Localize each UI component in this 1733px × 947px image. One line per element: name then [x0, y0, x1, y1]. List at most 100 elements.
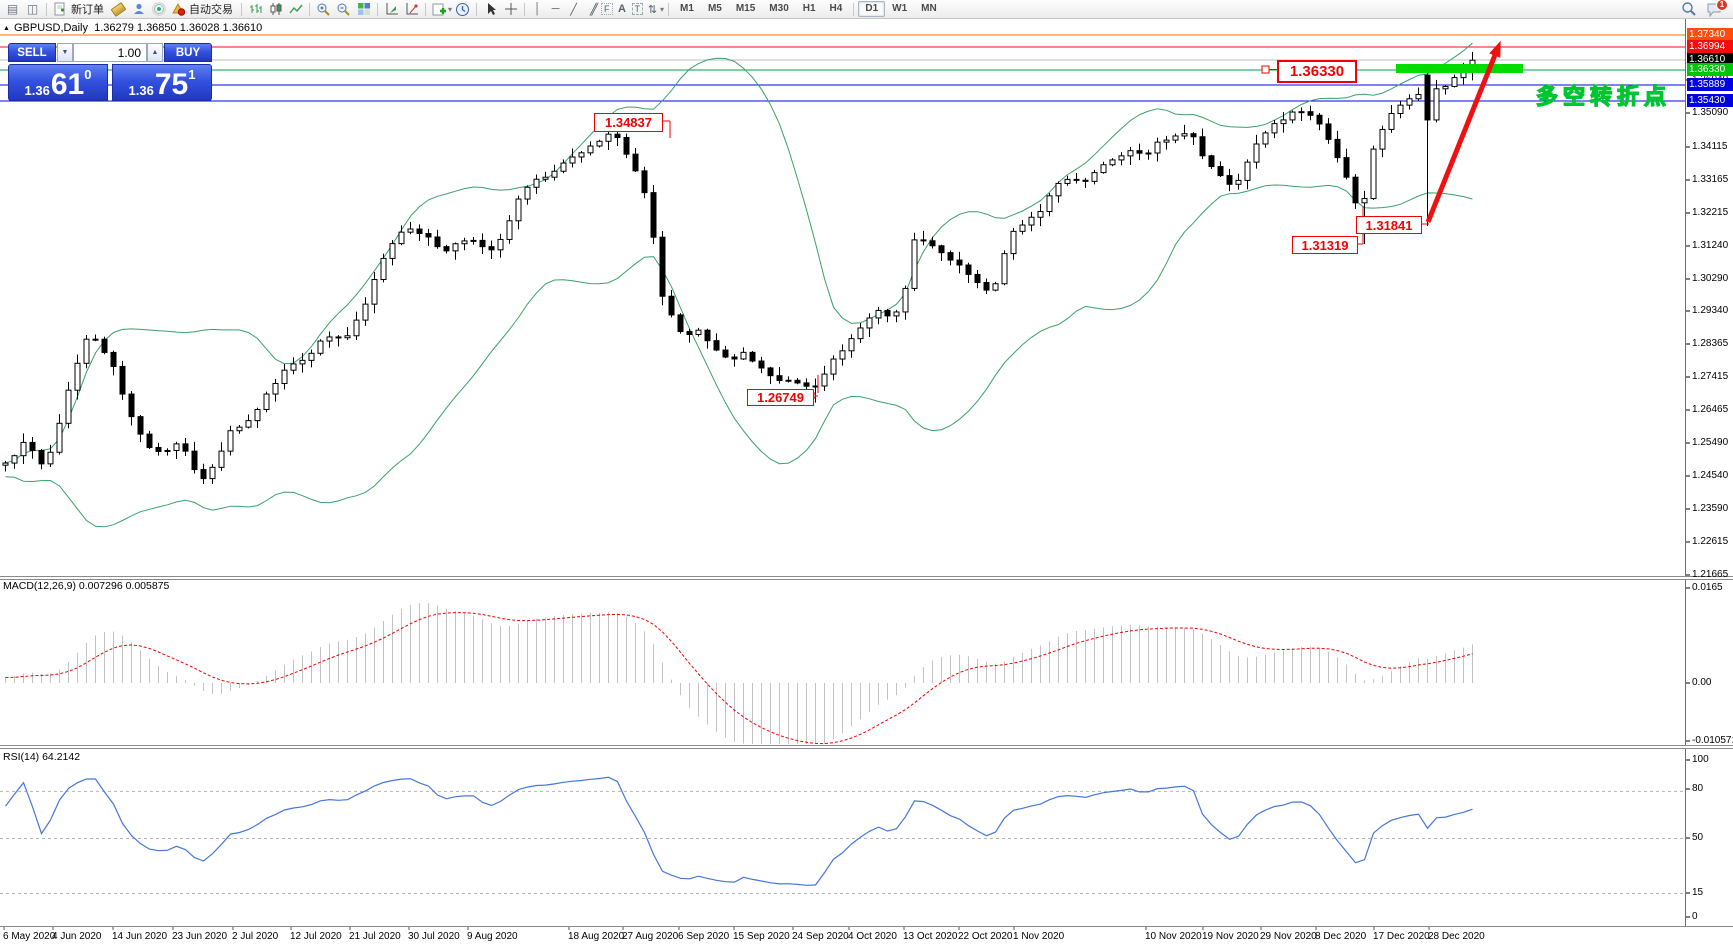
timeframe-D1[interactable]: D1 [858, 1, 886, 17]
date-label: 12 Jul 2020 [290, 931, 342, 942]
toolbar-separator [309, 2, 310, 16]
panel-divider-macd[interactable] [0, 576, 1733, 580]
arrows-icon[interactable]: ⇅ [647, 3, 658, 16]
one-click-trading-panel: SELL ▼ 1.00 ▲ BUY 1.36 61 0 1.36 75 1 [8, 43, 212, 101]
sell-price[interactable]: 1.36 61 0 [8, 64, 108, 101]
chat-icon[interactable]: 1 [1706, 0, 1728, 17]
date-label: 23 Jun 2020 [172, 931, 228, 942]
price-tick: 1.28365 [1692, 338, 1729, 349]
buy-price-big: 75 [154, 68, 189, 101]
date-label: 9 Aug 2020 [467, 931, 518, 942]
line-chart-icon[interactable] [286, 1, 305, 18]
styler-brush-icon[interactable] [109, 1, 128, 18]
sell-price-small: 1.36 [24, 83, 50, 98]
price-tick: 1.26465 [1692, 404, 1729, 415]
text-icon[interactable]: A [618, 3, 626, 15]
price-level-badge: 1.36994 [1687, 40, 1733, 53]
add-indicator-icon[interactable] [430, 1, 449, 18]
add-indicator-caret-icon[interactable]: ▾ [448, 4, 453, 14]
rsi-label: RSI(14) 64.2142 [3, 751, 81, 763]
price-callout[interactable]: 1.31319 [1292, 236, 1358, 254]
new-chart-icon[interactable]: ▤ [6, 2, 19, 16]
chinese-annotation[interactable]: 多空转折点 [1535, 83, 1672, 109]
sell-price-big: 61 [50, 68, 85, 101]
price-tick: 1.22615 [1692, 536, 1729, 547]
volume-increase-button[interactable]: ▲ [147, 43, 163, 62]
price-tick: 1.33165 [1692, 174, 1729, 185]
price-level-badge: 1.35430 [1687, 94, 1733, 107]
sell-button[interactable]: SELL [8, 43, 56, 62]
price-axis-border [1685, 19, 1686, 927]
price-tick: 1.23590 [1692, 503, 1729, 514]
date-label: 1 Nov 2020 [1013, 931, 1065, 942]
objects-list-icon[interactable] [402, 1, 421, 18]
timeframe-H1[interactable]: H1 [802, 3, 816, 14]
timeframe-W1[interactable]: W1 [892, 3, 908, 14]
main-plot [2, 42, 1476, 528]
crosshair-icon[interactable] [501, 1, 520, 18]
signals-icon[interactable] [149, 1, 168, 18]
fibonacci-icon[interactable]: F [601, 3, 613, 15]
volume-decrease-button[interactable]: ▼ [57, 43, 73, 62]
buy-price-sup: 1 [188, 67, 196, 82]
panel-divider-rsi[interactable] [0, 745, 1733, 749]
market-watch-icon[interactable] [129, 1, 148, 18]
timeframe-M5[interactable]: M5 [707, 3, 722, 14]
indicators-list-icon[interactable] [382, 1, 401, 18]
buy-button[interactable]: BUY [164, 43, 212, 62]
search-icon[interactable] [1679, 1, 1698, 18]
price-level-badge: 1.37340 [1687, 28, 1733, 41]
date-label: 27 Aug 2020 [622, 931, 679, 942]
timeframe-MN[interactable]: MN [921, 3, 937, 14]
price-callout[interactable]: 1.31841 [1356, 216, 1422, 234]
equidistant-channel-icon[interactable]: ╱╱ [589, 3, 598, 16]
new-order-label[interactable]: 新订单 [71, 4, 104, 16]
new-order-icon[interactable] [51, 1, 70, 18]
price-tick: 1.21665 [1692, 569, 1729, 580]
price-callout[interactable]: 1.36330 [1277, 60, 1357, 83]
price-callout[interactable]: 1.26749 [747, 389, 814, 406]
date-label: 22 Oct 2020 [958, 931, 1013, 942]
price-tick: 1.29340 [1692, 305, 1729, 316]
cursor-icon[interactable] [481, 1, 500, 18]
price-tick: 1.31240 [1692, 240, 1729, 251]
autotrade-icon[interactable] [169, 1, 188, 18]
horizontal-line-icon[interactable]: ─ [551, 3, 560, 15]
macd-signal-line [5, 612, 1473, 745]
buy-price[interactable]: 1.36 75 1 [112, 64, 212, 101]
date-label: 30 Jul 2020 [408, 931, 460, 942]
date-label: 6 Sep 2020 [678, 931, 730, 942]
date-label: 4 Oct 2020 [848, 931, 897, 942]
date-label: 17 Dec 2020 [1373, 931, 1430, 942]
macd-tick: 0.0165 [1692, 582, 1723, 593]
trendline-icon[interactable]: ╱ [570, 3, 577, 16]
date-label: 24 Sep 2020 [792, 931, 849, 942]
date-label: 13 Oct 2020 [903, 931, 958, 942]
profiles-icon[interactable]: ◫ [26, 2, 39, 16]
date-label: 28 Dec 2020 [1428, 931, 1485, 942]
zoom-out-icon[interactable] [334, 1, 353, 18]
rsi-plot [0, 776, 1685, 894]
timeframe-M15[interactable]: M15 [735, 3, 756, 14]
price-tick: 1.25490 [1692, 437, 1729, 448]
timeframe-M30[interactable]: M30 [769, 3, 789, 14]
tile-windows-icon[interactable] [354, 1, 373, 18]
notification-badge[interactable]: 1 [1716, 0, 1728, 11]
text-label-icon[interactable]: T [631, 3, 644, 15]
candlesticks [2, 51, 1476, 485]
timeframe-M1[interactable]: M1 [680, 3, 694, 14]
timeframe-H4[interactable]: H4 [829, 3, 843, 14]
price-callout[interactable]: 1.34837 [594, 113, 663, 132]
autotrade-label[interactable]: 自动交易 [189, 4, 233, 16]
candlestick-chart-icon[interactable] [266, 1, 285, 18]
red-trend-arrow [1425, 49, 1500, 223]
date-label: 4 Jun 2020 [52, 931, 102, 942]
arrows-caret-icon[interactable]: ▾ [660, 4, 665, 14]
vertical-line-icon[interactable]: │ [534, 3, 541, 15]
period-clock-icon[interactable] [453, 1, 472, 18]
volume-input[interactable]: 1.00 [73, 43, 147, 62]
price-tick: 1.35090 [1692, 107, 1729, 118]
bar-chart-icon[interactable] [246, 1, 265, 18]
zoom-in-icon[interactable] [314, 1, 333, 18]
